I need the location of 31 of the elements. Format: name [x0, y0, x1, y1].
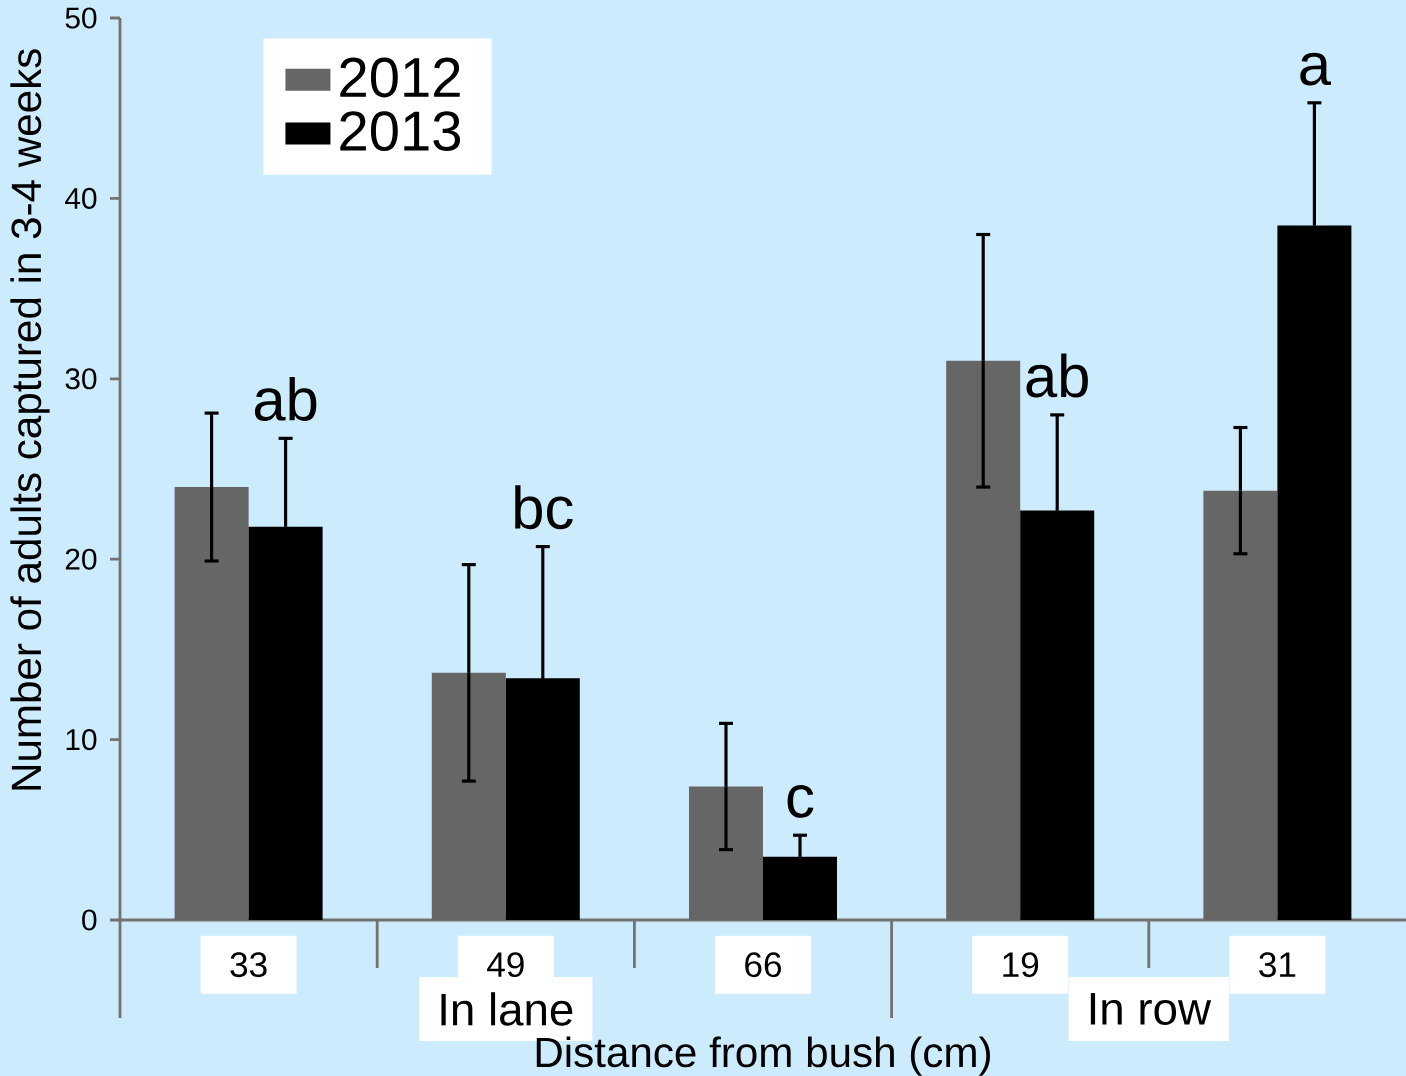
bar: [1020, 510, 1095, 920]
y-tick-label: 20: [65, 548, 97, 570]
text: In lane: [441, 992, 573, 1026]
x-tick-label: 49: [487, 952, 524, 978]
x-tick-label: 33: [230, 952, 267, 978]
text: In row: [1090, 993, 1212, 1025]
legend-label: 2013: [340, 111, 461, 152]
annotation: ab: [254, 377, 317, 421]
y-tick-label: 30: [65, 368, 97, 390]
x-tick-label: 66: [745, 952, 782, 978]
bar: [688, 786, 763, 920]
legend-label: 2012: [340, 57, 460, 98]
annotation: ab: [1026, 353, 1088, 398]
bar: [762, 856, 837, 920]
annotation: bc: [515, 485, 573, 530]
bar: [1203, 490, 1278, 920]
bar: [248, 526, 323, 920]
y-tick-label: 50: [65, 7, 97, 29]
y-tick-label: 0: [82, 909, 97, 931]
y-tick-label: 40: [65, 187, 97, 209]
x-axis-title: Distance from bush (cm): [536, 1036, 990, 1076]
annotation: c: [787, 785, 814, 818]
annotation: a: [1300, 52, 1332, 86]
y-axis-title: Number of adults captured in 3-4 weeks: [10, 49, 50, 790]
bar: [946, 360, 1021, 920]
x-tick-label: 31: [1259, 952, 1296, 978]
x-tick-label: 19: [1003, 952, 1039, 978]
bar: [431, 672, 506, 920]
bar: [1277, 225, 1352, 920]
bar: [174, 487, 249, 920]
y-tick-label: 10: [66, 729, 97, 751]
